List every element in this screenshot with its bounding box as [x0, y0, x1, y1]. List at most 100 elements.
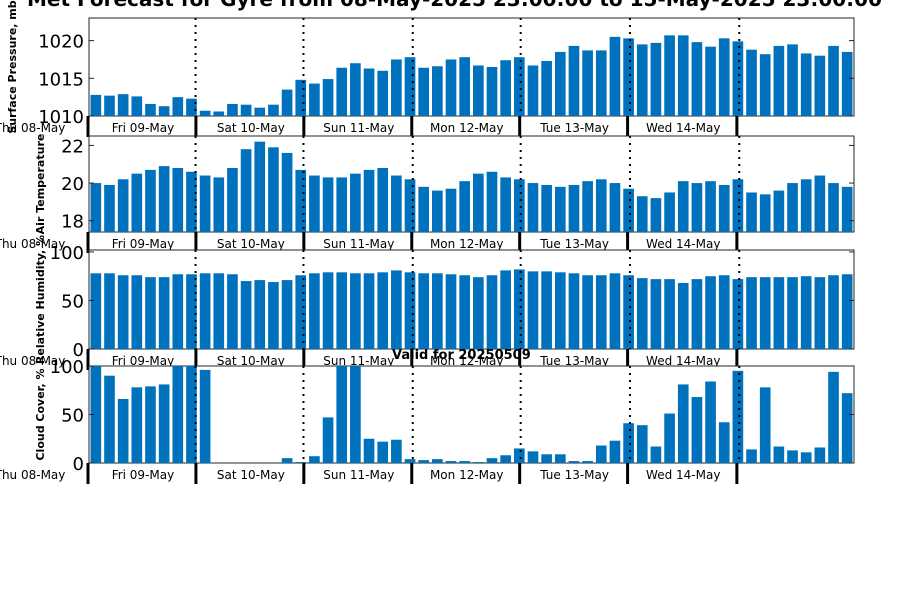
bar — [281, 458, 293, 463]
bar — [814, 277, 826, 349]
bar — [527, 451, 539, 463]
bar — [473, 462, 484, 463]
bar — [117, 275, 129, 349]
bar — [787, 277, 798, 349]
ylabel: Relative Humidity, % — [34, 235, 47, 364]
bar — [322, 79, 334, 116]
day-label: Mon 12-May — [430, 121, 504, 135]
bar — [732, 279, 744, 349]
bar — [117, 398, 129, 463]
bar — [814, 175, 826, 232]
bar — [746, 49, 757, 116]
bar — [158, 384, 170, 463]
bar — [609, 440, 621, 463]
bar — [131, 275, 143, 349]
bar — [254, 141, 266, 232]
bar — [391, 175, 402, 232]
bar — [199, 369, 211, 463]
bar — [295, 169, 307, 232]
bar — [445, 59, 457, 116]
bar — [350, 366, 361, 463]
bar — [582, 50, 593, 116]
day-label: Sat 10-May — [217, 121, 285, 135]
bar — [650, 279, 662, 349]
bar — [391, 59, 402, 116]
bar — [377, 70, 389, 116]
bar — [391, 270, 402, 349]
bar — [691, 42, 703, 116]
bar — [186, 366, 197, 463]
bar — [486, 171, 498, 232]
bar — [432, 66, 443, 116]
bar — [268, 104, 279, 116]
ytick-label: 18 — [61, 212, 84, 233]
bar — [404, 179, 416, 232]
day-label: Tue 13-May — [539, 237, 609, 251]
bar — [568, 273, 580, 349]
bar — [213, 273, 225, 349]
bar — [459, 275, 470, 349]
bar — [445, 274, 457, 349]
chart-panel-2: 18 20 22 Air Temperature Thu 08-May Fri 09-Ma… — [0, 134, 855, 253]
bar — [541, 60, 552, 116]
bar — [582, 461, 593, 463]
ylabel: Air Temperature — [34, 134, 47, 235]
bar — [732, 179, 744, 232]
bar — [240, 149, 252, 232]
bar — [814, 447, 826, 463]
bar — [828, 45, 839, 117]
bar — [513, 269, 525, 349]
bar — [418, 460, 430, 463]
day-label: Fri 09-May — [112, 354, 175, 368]
bar — [117, 94, 129, 116]
bar — [677, 283, 689, 349]
bar — [418, 67, 430, 116]
bar — [350, 173, 361, 232]
bar — [377, 441, 389, 463]
bar — [268, 282, 279, 349]
bar — [650, 42, 662, 116]
bar — [500, 455, 511, 463]
day-label: Tue 13-May — [539, 468, 609, 482]
day-label: Tue 13-May — [539, 121, 609, 135]
bar — [281, 89, 293, 116]
bar — [773, 446, 785, 463]
bar — [841, 274, 853, 349]
bar — [500, 270, 511, 349]
bar — [582, 181, 593, 232]
day-label: Sun 11-May — [323, 237, 394, 251]
bar — [623, 38, 634, 116]
bar — [650, 446, 662, 463]
bar — [746, 277, 757, 349]
ylabel: Cloud Cover, % — [34, 368, 47, 460]
bar — [295, 275, 307, 349]
bar — [90, 366, 102, 463]
day-label: Fri 09-May — [112, 237, 175, 251]
bar — [404, 459, 416, 463]
bar — [541, 184, 552, 232]
bar — [254, 280, 266, 349]
bar — [172, 274, 184, 349]
bar — [145, 169, 156, 232]
bar — [158, 166, 170, 232]
bar — [800, 179, 812, 232]
ytick-label: 20 — [61, 174, 84, 195]
bar — [595, 179, 607, 232]
bar — [240, 281, 252, 349]
bar — [513, 179, 525, 232]
bar — [718, 422, 730, 463]
bar — [691, 397, 703, 463]
ytick-label: 100 — [50, 357, 84, 378]
bar — [568, 461, 580, 463]
bar — [841, 186, 853, 232]
bar — [322, 417, 334, 463]
bar — [199, 273, 211, 349]
ytick-label: 50 — [61, 291, 84, 312]
bar — [404, 57, 416, 116]
bar — [131, 173, 143, 232]
bar — [104, 95, 115, 116]
